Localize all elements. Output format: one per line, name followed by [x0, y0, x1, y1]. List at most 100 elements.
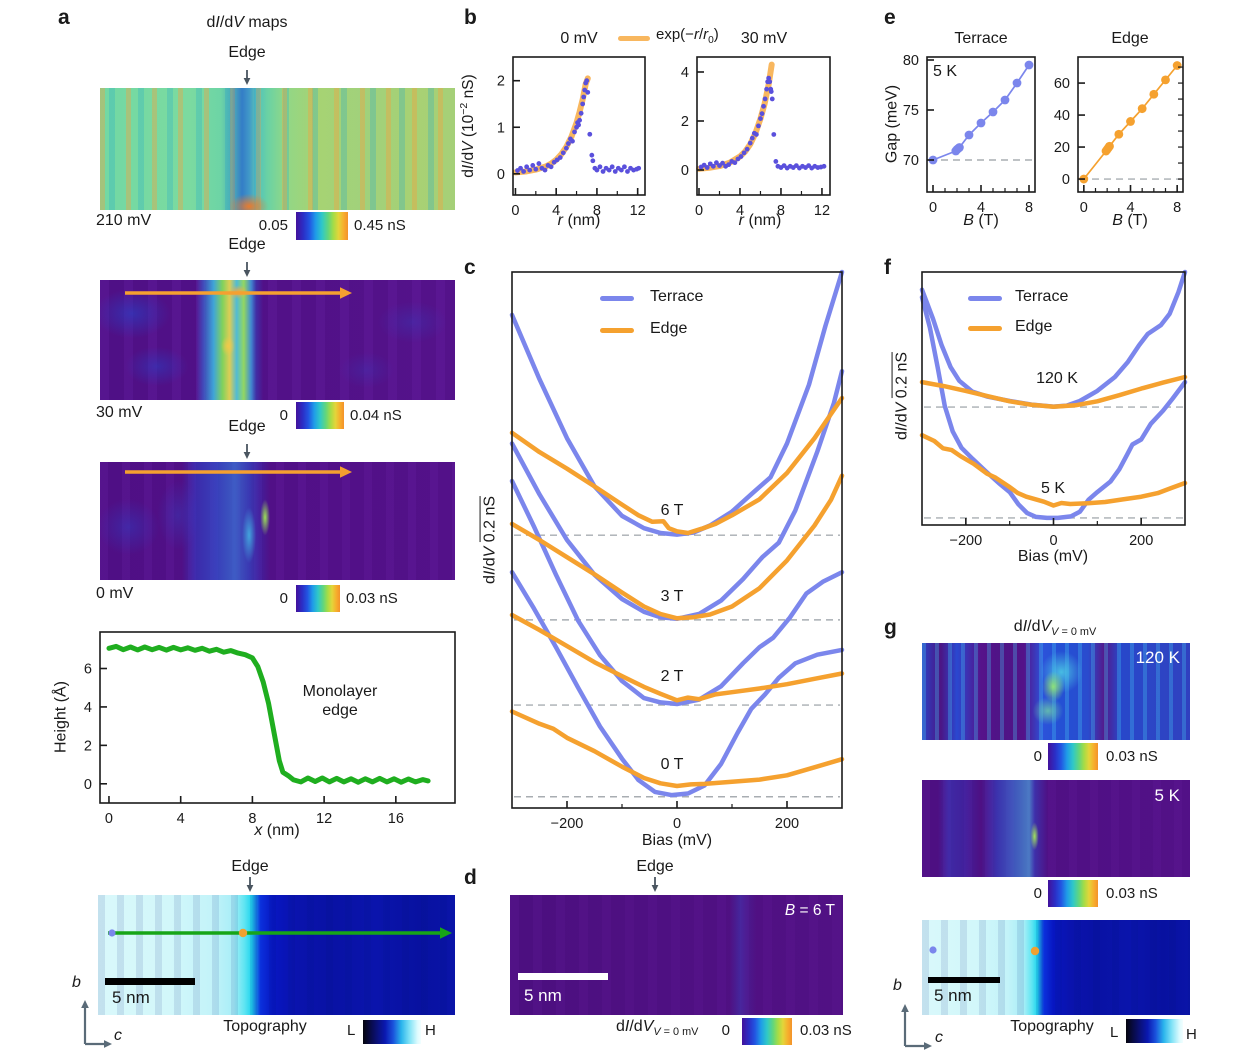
svg-text:40: 40 [1054, 108, 1070, 124]
colorbar-topo-g [1126, 1019, 1183, 1043]
gap-axis-label: Gap (meV) [883, 84, 901, 164]
terrace-point-topo-g [929, 946, 937, 954]
svg-text:8: 8 [777, 203, 785, 219]
svg-text:0: 0 [105, 811, 113, 827]
colorbar-210mv [296, 212, 348, 240]
scalebar-label-d: 5 nm [524, 986, 562, 1005]
plot-title-terrace: Terrace [954, 30, 1008, 47]
colorbar-low-topo-a: L [347, 1022, 356, 1039]
scalebar-label-topo-a: 5 nm [112, 988, 150, 1007]
linecut-arrow-0mv [125, 466, 352, 478]
monolayer-edge-annotation: Monolayer edge [302, 683, 378, 719]
topography-label-a: Topography [223, 1018, 307, 1035]
legend-line-edge-f [968, 326, 1002, 331]
svg-text:4: 4 [1126, 200, 1134, 216]
svg-text:8: 8 [1025, 200, 1033, 216]
colorbar-min-30mv: 0 [279, 407, 288, 424]
bias-label-30mv: 30 mV [96, 404, 143, 421]
topography-map-a [98, 895, 455, 1015]
svg-text:0: 0 [511, 203, 519, 219]
chart-gap-edge: 0 4 8 0 20 40 60 [1054, 56, 1184, 216]
legend-label-edge-f: Edge [1015, 318, 1053, 335]
topography-map-g [922, 920, 1190, 1015]
arrows [81, 70, 932, 1050]
colorbar-topo-a [363, 1020, 421, 1044]
svg-text:4: 4 [552, 203, 560, 219]
axis-b-arrow-g [901, 1004, 909, 1046]
r-axis-label-right: r (nm) [738, 212, 782, 229]
axis-c-arrow-a [85, 1040, 112, 1048]
panel-letter-c: c [464, 256, 476, 279]
didv-map-0mv [100, 462, 455, 580]
svg-text:0: 0 [681, 163, 689, 179]
svg-text:8: 8 [593, 203, 601, 219]
panel-letter-a: a [58, 6, 70, 29]
svg-text:1: 1 [497, 120, 505, 136]
edge-label-210mv: Edge [228, 44, 266, 61]
svg-text:4: 4 [177, 811, 185, 827]
linecut-arrow-topo [108, 927, 452, 939]
legend-line-terrace-f [968, 296, 1002, 301]
scalebar-d [518, 973, 608, 980]
edge-label-0mv: Edge [228, 418, 266, 435]
plot-title-30mv: 30 mV [740, 30, 788, 47]
scalebar-topo-a [105, 978, 195, 985]
svg-text:12: 12 [814, 203, 830, 219]
colorbar-min-0mv: 0 [279, 590, 288, 607]
didv-axis-label-f: dI/dV 0.2 nS [891, 351, 911, 441]
svg-text:4: 4 [977, 200, 985, 216]
colorbar-max-30mv: 0.04 nS [350, 407, 402, 424]
didv-map-120K [922, 643, 1190, 740]
svg-text:20: 20 [1054, 140, 1070, 156]
edge-label-topo-a: Edge [231, 858, 269, 875]
colorbar-min-g2: 0 [1033, 885, 1042, 902]
panel-letter-g: g [884, 616, 897, 639]
svg-text:8: 8 [248, 811, 256, 827]
svg-text:−200: −200 [949, 533, 982, 549]
edge-arrow-topo-a [246, 877, 254, 892]
scalebar-topo-g [928, 977, 1000, 983]
axis-c-arrow-g [905, 1042, 932, 1050]
edge-point-topo-g [1030, 946, 1040, 956]
svg-text:−200: −200 [551, 816, 584, 832]
temp-label-120K-f: 120 K [1036, 370, 1078, 387]
colorbar-max-g1: 0.03 nS [1106, 748, 1158, 765]
colorbar-g-120K [1048, 743, 1098, 770]
didv-map-210mv [100, 88, 455, 210]
svg-text:4: 4 [681, 65, 689, 81]
edge-arrow-210mv [243, 70, 251, 85]
B-axis-label-left: B (T) [963, 212, 999, 229]
colorbar-max-210mv: 0.45 nS [354, 217, 406, 234]
chart-gap-terrace: 0 4 8 70 75 80 [903, 53, 1036, 216]
colorbar-max-d: 0.03 nS [800, 1022, 852, 1039]
field-value-label-d: B = 6 T [784, 902, 835, 919]
colorbar-max-g2: 0.03 nS [1106, 885, 1158, 902]
terrace-point-topo-a [108, 929, 116, 937]
colorbar-high-topo-a: H [425, 1022, 436, 1039]
bias-label-0mv: 0 mV [96, 585, 134, 602]
svg-text:200: 200 [775, 816, 799, 832]
colorbar-low-topo-g: L [1110, 1024, 1119, 1041]
svg-text:75: 75 [903, 103, 919, 119]
didv-map-30mv [100, 280, 455, 400]
r-axis-label-left: r (nm) [557, 212, 601, 229]
edge-label-d: Edge [636, 858, 674, 875]
panel-letter-f: f [884, 256, 891, 279]
crystal-axis-c-g: c [935, 1029, 943, 1046]
field-label-0T: 0 T [660, 756, 684, 773]
edge-arrow-d [651, 877, 659, 892]
colorbar-g-5K [1048, 880, 1098, 907]
temp-label-5K-g: 5 K [1154, 786, 1180, 805]
colorbar-30mv [296, 402, 344, 429]
chart-spectra-field: −200 0 200 [509, 269, 845, 832]
svg-text:8: 8 [1173, 200, 1181, 216]
field-label-3T: 3 T [660, 588, 684, 605]
x-axis-label: x (nm) [254, 822, 300, 839]
edge-label-30mv: Edge [228, 236, 266, 253]
legend-line-edge-c [600, 328, 634, 333]
edge-arrow-30mv [243, 262, 251, 277]
panel-letter-d: d [464, 866, 477, 889]
legend-line-fit [618, 36, 650, 41]
edge-arrow-0mv [243, 444, 251, 459]
panel-letter-b: b [464, 6, 477, 29]
